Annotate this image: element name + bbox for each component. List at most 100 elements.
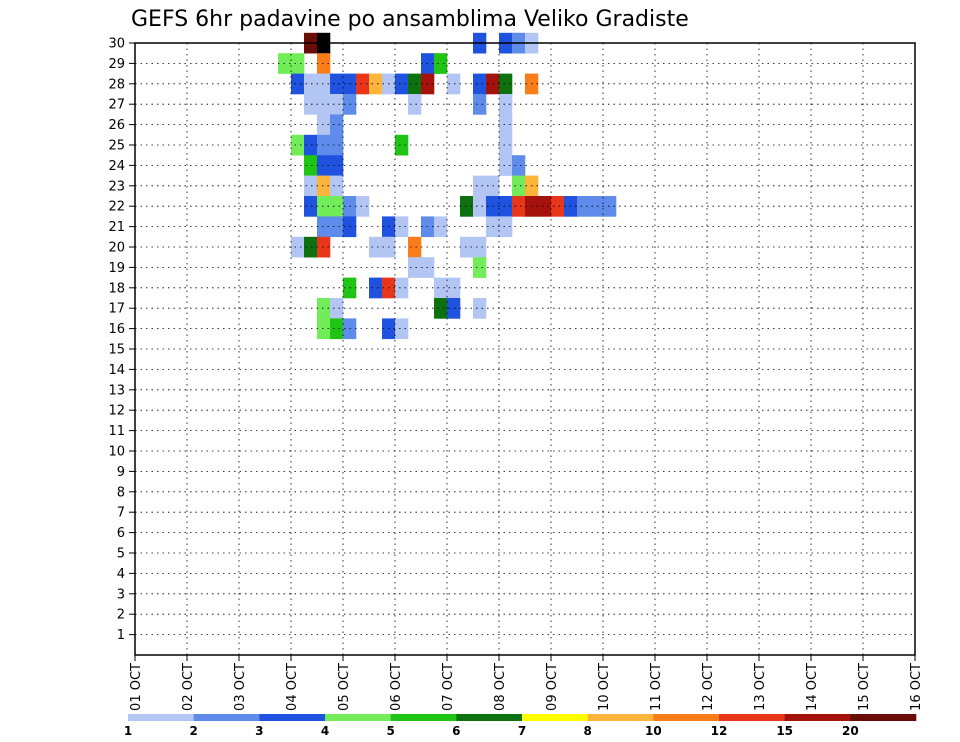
colorbar-label: 15 — [776, 724, 793, 738]
y-tick-label: 11 — [108, 424, 125, 439]
colorbar-swatch — [719, 714, 785, 721]
x-tick-label: 13 OCT — [753, 663, 768, 711]
heatmap-cell — [408, 73, 422, 95]
colorbar-swatch — [390, 714, 457, 721]
heatmap-cell — [330, 73, 344, 95]
colorbar-label: 6 — [452, 724, 460, 738]
heatmap-cell — [369, 236, 383, 258]
heatmap-cell — [499, 196, 513, 217]
y-tick-label: 15 — [108, 343, 125, 358]
x-tick-label: 06 OCT — [389, 663, 404, 711]
heatmap-cell — [473, 196, 487, 217]
heatmap-cell — [317, 175, 331, 197]
heatmap-cell — [395, 277, 409, 299]
heatmap-cell — [603, 196, 617, 217]
heatmap-cell — [434, 298, 448, 319]
heatmap-cell — [577, 196, 591, 217]
heatmap-cell — [551, 196, 565, 217]
heatmap-cell — [395, 318, 409, 340]
x-tick-label: 10 OCT — [597, 663, 612, 711]
heatmap-cell — [499, 216, 513, 238]
heatmap-cell — [317, 94, 331, 115]
x-tick-label: 12 OCT — [701, 663, 716, 711]
heatmap-cell — [395, 134, 409, 156]
x-tick-label: 02 OCT — [181, 663, 196, 711]
y-tick-label: 18 — [108, 281, 125, 296]
heatmap-cell — [304, 155, 318, 176]
heatmap-cell — [538, 196, 552, 217]
heatmap-cell — [330, 155, 344, 176]
heatmap-cell — [304, 73, 318, 95]
heatmap-cell — [317, 298, 331, 319]
heatmap-cell — [473, 94, 487, 115]
y-tick-label: 5 — [117, 547, 125, 562]
heatmap-cell — [460, 196, 474, 217]
colorbar-swatch — [653, 714, 720, 721]
heatmap-cell — [317, 73, 331, 95]
heatmap-cell — [473, 175, 487, 197]
heatmap-cell — [304, 134, 318, 156]
heatmap-cell — [317, 318, 331, 340]
x-tick-label: 15 OCT — [857, 663, 872, 711]
y-tick-label: 30 — [108, 37, 125, 52]
y-tick-label: 22 — [108, 200, 125, 215]
heatmap-cell — [512, 155, 526, 176]
heatmap-cell — [330, 94, 344, 115]
heatmap-cell — [473, 257, 487, 278]
x-tick-label: 16 OCT — [909, 663, 924, 711]
y-tick-label: 23 — [108, 179, 125, 194]
colorbar-swatch — [587, 714, 654, 721]
y-tick-label: 16 — [108, 322, 125, 337]
heatmap-cell — [473, 298, 487, 319]
colorbar-swatch — [259, 714, 326, 721]
heatmap-cell — [304, 94, 318, 115]
heatmap-cell — [356, 196, 370, 217]
colorbar-swatch — [784, 714, 851, 721]
y-tick-label: 7 — [117, 506, 125, 521]
x-tick-label: 07 OCT — [441, 663, 456, 711]
heatmap-cell — [590, 196, 604, 217]
y-tick-label: 1 — [117, 628, 125, 643]
colorbar-label: 10 — [645, 724, 662, 738]
y-tick-label: 19 — [108, 261, 125, 276]
heatmap-cell — [369, 277, 383, 299]
heatmap-cell — [330, 216, 344, 238]
heatmap-cell — [330, 134, 344, 156]
y-tick-label: 20 — [108, 241, 125, 256]
heatmap-cell — [460, 236, 474, 258]
heatmap-cell — [408, 94, 422, 115]
colorbar-label: 4 — [321, 724, 329, 738]
heatmap-cell — [304, 196, 318, 217]
colorbar-label: 3 — [255, 724, 263, 738]
x-axis: 01 OCT 02 OCT 03 OCT 04 OCT 05 OCT 06 OCT 07 O… — [129, 655, 924, 711]
heatmap-cell — [434, 216, 448, 238]
x-tick-label: 14 OCT — [805, 663, 820, 711]
y-tick-label: 25 — [108, 139, 125, 154]
y-tick-label: 28 — [108, 77, 125, 92]
x-tick-label: 09 OCT — [545, 663, 560, 711]
colorbar-swatch — [850, 714, 917, 721]
colorbar-swatch — [128, 714, 194, 721]
colorbar-label: 1 — [124, 724, 132, 738]
heatmap-cell — [473, 73, 487, 95]
heatmap-cell — [408, 236, 422, 258]
y-tick-label: 2 — [117, 608, 125, 623]
colorbar-label: 7 — [518, 724, 526, 738]
colorbar-label: 5 — [386, 724, 394, 738]
heatmap-cell — [330, 318, 344, 340]
heatmap-cell — [434, 277, 448, 299]
heatmap-cell — [499, 114, 513, 136]
x-tick-label: 03 OCT — [233, 663, 248, 711]
y-tick-label: 4 — [117, 567, 125, 582]
x-tick-label: 11 OCT — [649, 663, 664, 711]
heatmap-cell — [369, 73, 383, 95]
heatmap-cell — [473, 236, 487, 258]
colorbar-label: 20 — [842, 724, 859, 738]
y-tick-label: 26 — [108, 118, 125, 133]
heatmap-cell — [499, 155, 513, 176]
heatmap-cell — [291, 53, 305, 74]
heatmap-cell — [317, 196, 331, 217]
heatmap-cells — [278, 32, 617, 340]
heatmap-cell — [304, 175, 318, 197]
